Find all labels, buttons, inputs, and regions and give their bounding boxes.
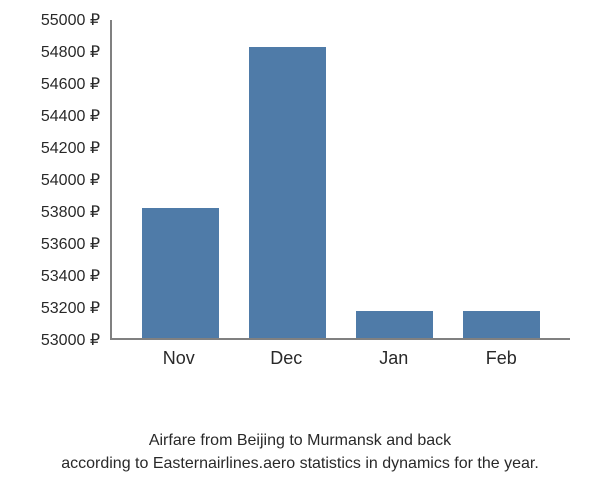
bar-slot	[127, 20, 234, 338]
y-tick-label: 53800 ₽	[41, 202, 100, 222]
bar	[463, 311, 540, 338]
y-tick-label: 54000 ₽	[41, 170, 100, 190]
y-tick-label: 53400 ₽	[41, 266, 100, 286]
bar-slot	[341, 20, 448, 338]
y-tick-label: 54400 ₽	[41, 106, 100, 126]
x-tick-label: Dec	[233, 348, 341, 369]
y-tick-label: 54200 ₽	[41, 138, 100, 158]
x-tick-label: Jan	[340, 348, 448, 369]
y-tick-label: 54600 ₽	[41, 74, 100, 94]
bar-slot	[234, 20, 341, 338]
y-tick-label: 55000 ₽	[41, 10, 100, 30]
bar	[356, 311, 433, 338]
y-tick-label: 53600 ₽	[41, 234, 100, 254]
x-tick-label: Nov	[125, 348, 233, 369]
x-axis: NovDecJanFeb	[110, 348, 570, 369]
plot-area	[110, 20, 570, 340]
y-axis: 53000 ₽53200 ₽53400 ₽53600 ₽53800 ₽54000…	[20, 20, 110, 340]
bar-slot	[448, 20, 555, 338]
caption-line-2: according to Easternairlines.aero statis…	[20, 453, 580, 475]
y-tick-label: 53200 ₽	[41, 298, 100, 318]
bar	[249, 47, 326, 338]
y-tick-label: 53000 ₽	[41, 330, 100, 350]
airfare-bar-chart: 53000 ₽ 53200 ₽ 53400 ₽ 53600 ₽ 53800 ₽ 54000…	[20, 20, 570, 400]
caption-line-1: Airfare from Beijing to Murmansk and bac…	[20, 430, 580, 452]
y-tick-label: 54800 ₽	[41, 42, 100, 62]
chart-caption: Airfare from Beijing to Murmansk and bac…	[0, 430, 600, 475]
bar	[142, 208, 219, 338]
x-tick-label: Feb	[448, 348, 556, 369]
bars-group	[112, 20, 570, 338]
